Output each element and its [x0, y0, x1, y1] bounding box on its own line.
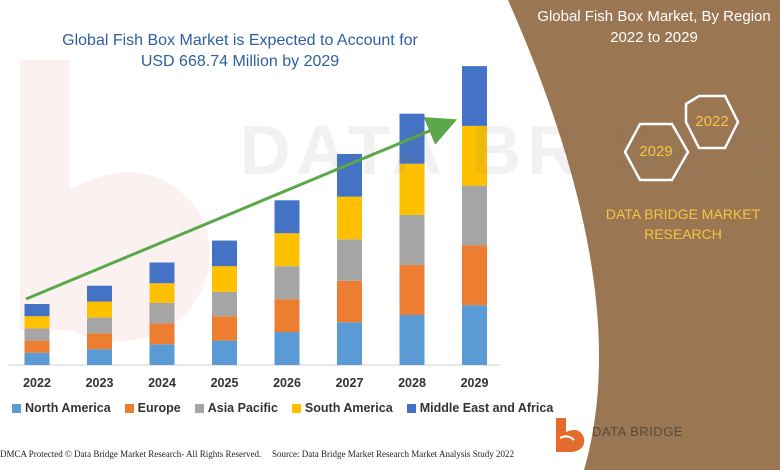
legend-swatch [291, 403, 301, 413]
bar-2024-south-america [149, 283, 175, 303]
legend-label: North America [25, 401, 111, 415]
legend-swatch [406, 403, 416, 413]
bar-2024-asia-pacific [149, 302, 175, 324]
legend-item-europe: Europe [124, 401, 181, 415]
legend-item-asia-pacific: Asia Pacific [194, 401, 278, 415]
chart-title: Global Fish Box Market is Expected to Ac… [62, 32, 418, 70]
legend-label: Asia Pacific [207, 401, 278, 415]
legend-item-south-america: South America [291, 401, 393, 415]
legend-item-middle-east-and-africa: Middle East and Africa [406, 401, 554, 415]
bar-2022-europe [24, 340, 50, 353]
bar-2024-europe [149, 323, 175, 345]
hex-label-2029: 2029 [639, 143, 673, 160]
legend-label: Europe [137, 401, 181, 415]
legend-label: South America [304, 401, 393, 415]
bar-2026-south-america [274, 233, 300, 267]
bar-2025-south-america [212, 266, 237, 292]
chart-legend: North America Europe Asia Pacific South Ame… [12, 401, 553, 415]
x-tick-2025: 2025 [211, 376, 239, 390]
bar-2026-north-america [274, 332, 300, 365]
hexagon-2022 [684, 94, 740, 150]
bar-2028-north-america [399, 314, 425, 365]
footer-copyright: DMCA Protected © Data Bridge Market Rese… [0, 449, 262, 459]
watermark-logo [20, 60, 210, 342]
footer-source: Source: Data Bridge Market Research Mark… [272, 449, 514, 459]
x-tick-2028: 2028 [398, 376, 426, 390]
bar-2023-south-america [87, 301, 112, 318]
right-panel-bg [508, 0, 780, 470]
hex-label-2022: 2022 [695, 113, 729, 130]
bar-2025-asia-pacific [212, 291, 237, 317]
bar-2028-europe [399, 264, 425, 315]
trend-arrow [25, 117, 458, 301]
bar-2022-asia-pacific [24, 328, 50, 341]
bar-2029-north-america [462, 305, 487, 365]
bar-2025-europe [212, 316, 237, 341]
legend-swatch [12, 403, 21, 413]
x-tick-2024: 2024 [148, 376, 176, 390]
x-tick-2022: 2022 [23, 376, 51, 390]
hexagon-2029 [623, 122, 690, 182]
bar-2029-middle-east-and-africa [462, 66, 487, 126]
logo-tagline: MARKET RESEARCH [592, 438, 675, 444]
bar-2023-north-america [87, 349, 112, 365]
bar-2027-europe [337, 280, 362, 323]
x-tick-2026: 2026 [273, 376, 301, 390]
bar-2029-asia-pacific [462, 185, 487, 246]
bar-2024-north-america [149, 344, 175, 365]
bar-2024-middle-east-and-africa [149, 262, 175, 284]
x-tick-2023: 2023 [86, 376, 114, 390]
bar-2022-middle-east-and-africa [24, 304, 50, 317]
legend-swatch [124, 403, 134, 413]
bar-2023-middle-east-and-africa [87, 285, 112, 302]
legend-label: Middle East and Africa [419, 401, 554, 415]
bar-2028-south-america [399, 163, 425, 215]
bar-2027-north-america [337, 322, 362, 365]
bar-2029-south-america [462, 125, 487, 186]
bar-2023-europe [87, 333, 112, 350]
x-tick-2029: 2029 [461, 376, 489, 390]
bar-2026-middle-east-and-africa [274, 200, 300, 234]
bar-2025-middle-east-and-africa [212, 240, 237, 267]
bar-2027-south-america [337, 196, 362, 240]
bar-2029-europe [462, 245, 487, 306]
bar-2026-europe [274, 299, 300, 333]
bar-group [24, 66, 487, 365]
legend-item-north-america: North America [12, 401, 111, 415]
bar-2025-north-america [212, 340, 237, 365]
x-tick-2027: 2027 [336, 376, 364, 390]
bar-2022-north-america [24, 352, 50, 365]
logo-mark [556, 418, 585, 452]
x-tick-labels: 2022 2023 2024 2025 2026 2027 2028 2029 [23, 376, 488, 390]
panel-title: Global Fish Box Market, By Region 2022 t… [537, 8, 771, 46]
bar-2022-south-america [24, 316, 50, 329]
logo-name: DATA BRIDGE [592, 424, 683, 439]
bar-2023-asia-pacific [87, 317, 112, 334]
bar-2026-asia-pacific [274, 266, 300, 300]
bar-2027-asia-pacific [337, 239, 362, 281]
panel-brand: DATA BRIDGE MARKET RESEARCH [605, 206, 761, 242]
legend-swatch [194, 403, 204, 413]
bar-2028-asia-pacific [399, 214, 425, 265]
